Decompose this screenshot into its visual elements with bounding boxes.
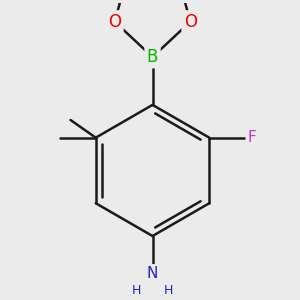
Text: O: O: [184, 13, 197, 31]
Text: H: H: [131, 284, 141, 297]
Text: B: B: [147, 48, 158, 66]
Text: F: F: [248, 130, 256, 145]
Text: H: H: [164, 284, 174, 297]
Text: N: N: [147, 266, 158, 281]
Text: O: O: [108, 13, 121, 31]
